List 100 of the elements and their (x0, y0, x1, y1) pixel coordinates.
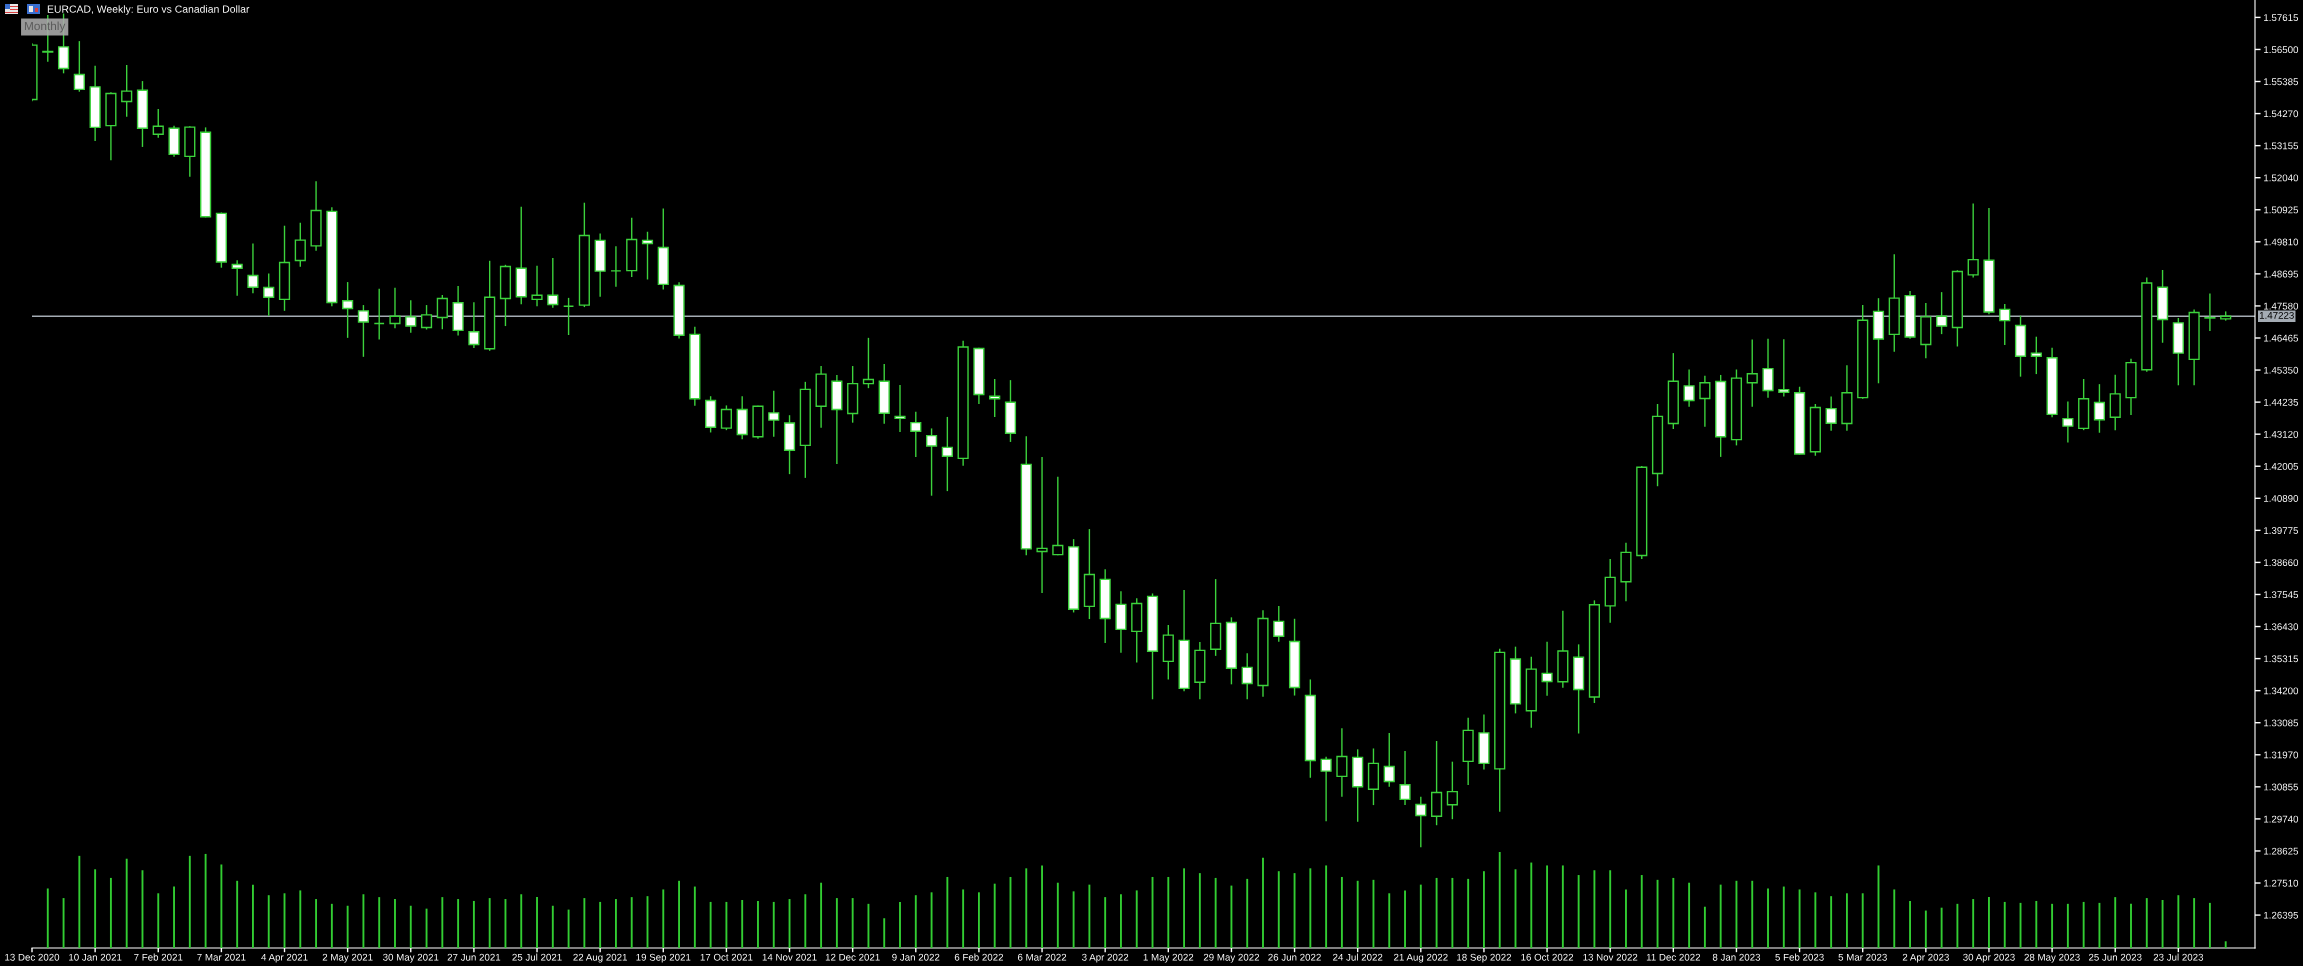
candlestick (2030, 336, 2042, 375)
x-tick-label: 22 Aug 2021 (573, 953, 627, 963)
candlestick (1415, 796, 1427, 849)
candlestick (1683, 368, 1695, 408)
candlestick (720, 404, 732, 431)
y-tick-label: 1.31970 (2264, 751, 2299, 759)
y-tick-label: 1.37545 (2264, 591, 2299, 599)
x-tick-label: 13 Dec 2020 (5, 953, 60, 961)
x-tick-label: 16 Oct 2022 (1521, 953, 1574, 961)
candlestick (247, 242, 259, 294)
y-tick-label: 1.43120 (2264, 430, 2299, 438)
candlestick (1999, 303, 2011, 346)
y-tick-label: 1.28625 (2264, 847, 2299, 855)
candlestick (1320, 756, 1332, 822)
candlestick (1036, 456, 1048, 594)
y-tick-label: 1.42005 (2264, 462, 2299, 470)
y-tick-label: 1.34200 (2264, 687, 2299, 695)
candlestick (2109, 373, 2121, 431)
x-tick-label: 25 Jun 2023 (2088, 953, 2142, 961)
candlestick (1762, 338, 1774, 399)
candlestick (1399, 750, 1411, 806)
x-tick-label: 7 Feb 2021 (134, 953, 183, 961)
candlestick (1746, 338, 1758, 408)
x-tick-label: 3 Apr 2022 (1082, 953, 1129, 963)
candlestick (436, 294, 448, 330)
x-tick-label: 30 May 2021 (383, 953, 439, 963)
candlestick (73, 40, 85, 93)
x-tick-label: 11 Dec 2022 (1646, 953, 1701, 961)
candlestick (925, 427, 938, 497)
y-tick-label: 1.49810 (2264, 238, 2299, 246)
x-tick-label: 14 Nov 2021 (762, 953, 817, 961)
x-tick-label: 2 May 2021 (322, 953, 373, 963)
x-tick-label: 13 Nov 2022 (1583, 953, 1638, 961)
y-tick-label: 1.35315 (2264, 655, 2299, 663)
y-tick-label: 1.48695 (2264, 270, 2299, 278)
candlestick (941, 416, 953, 492)
candlestick (405, 299, 417, 334)
x-tick-label: 6 Mar 2022 (1017, 953, 1067, 961)
x-tick-label: 19 Sep 2021 (636, 953, 691, 963)
x-tick-label: 30 Apr 2023 (1963, 953, 2015, 963)
x-tick-label: 7 Mar 2021 (197, 953, 246, 961)
candlestick (862, 337, 875, 389)
y-tick-label: 1.53155 (2264, 142, 2299, 150)
y-tick-label: 1.54270 (2264, 110, 2299, 118)
y-tick-label: 1.47580 (2264, 302, 2299, 310)
candlestick (294, 222, 306, 268)
ref-line-label: 1.47223 (2259, 311, 2294, 319)
y-tick-label: 1.52040 (2264, 174, 2299, 182)
x-tick-label: 2 Apr 2023 (1902, 953, 1949, 963)
y-tick-label: 1.57615 (2264, 14, 2299, 22)
x-tick-label: 1 May 2022 (1143, 953, 1194, 963)
candlestick (641, 231, 654, 281)
candlestick (1699, 375, 1711, 428)
candlestick (389, 287, 401, 330)
y-tick-label: 1.39775 (2264, 527, 2299, 534)
candlestick (1241, 652, 1253, 700)
x-tick-label: 8 Jan 2023 (1712, 953, 1761, 961)
candlestick (342, 281, 354, 339)
x-tick-label: 26 Jun 2022 (1268, 953, 1321, 961)
candlestick (357, 304, 370, 358)
x-tick-label: 12 Dec 2021 (825, 953, 880, 961)
y-tick-label: 1.30855 (2264, 783, 2299, 791)
y-tick-label: 1.29740 (2264, 815, 2299, 823)
candlestick (1541, 641, 1553, 697)
x-tick-label: 17 Oct 2021 (700, 953, 753, 961)
y-tick-label: 1.44235 (2264, 398, 2299, 406)
x-tick-label: 9 Jan 2022 (892, 953, 940, 961)
candlestick (1967, 202, 1979, 279)
chart-title: EURCAD, Weekly: Euro vs Canadian Dollar (47, 5, 250, 15)
y-tick-label: 1.40890 (2264, 495, 2299, 502)
candlestick (1336, 727, 1348, 798)
candlestick (1052, 476, 1064, 556)
y-tick-label: 1.26395 (2264, 911, 2299, 919)
x-tick-label: 23 Jul 2023 (2153, 953, 2204, 961)
x-tick-label: 6 Feb 2022 (954, 953, 1004, 961)
y-tick-label: 1.36430 (2264, 623, 2299, 631)
candlestick (768, 390, 780, 438)
x-tick-label: 18 Sep 2022 (1457, 953, 1512, 963)
y-tick-label: 1.55385 (2264, 78, 2299, 86)
y-tick-label: 1.38660 (2264, 559, 2299, 567)
candlestick (531, 264, 543, 307)
candlestick (2062, 400, 2074, 444)
y-tick-label: 1.33085 (2264, 719, 2299, 727)
candlestick (547, 257, 559, 309)
candlestick (1825, 395, 1837, 432)
annotation: Monthly (24, 21, 66, 33)
candlestick (152, 108, 164, 139)
candlestick (610, 245, 622, 288)
x-tick-label: 28 May 2023 (2024, 953, 2080, 963)
candlestick (121, 64, 133, 118)
candlestick (468, 301, 480, 349)
x-tick-label: 27 Jun 2021 (447, 953, 501, 961)
candlestick (894, 384, 906, 433)
candlestick (2093, 383, 2106, 434)
y-tick-label: 1.45350 (2264, 366, 2299, 374)
x-tick-label: 10 Jan 2021 (69, 953, 122, 961)
candlestick (1778, 338, 1790, 398)
x-tick-label: 25 Jul 2021 (512, 953, 562, 961)
candlestick (373, 287, 385, 341)
candlestick (1936, 291, 1948, 335)
